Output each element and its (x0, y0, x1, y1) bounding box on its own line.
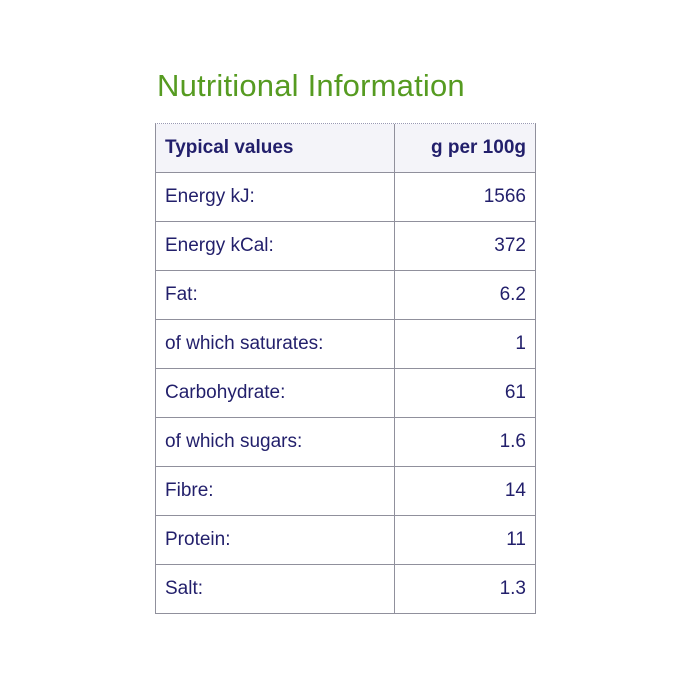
table-row: Salt: 1.3 (156, 565, 535, 613)
header-g-per-100g: g per 100g (430, 137, 526, 158)
table-row: Carbohydrate: 61 (156, 369, 535, 418)
page-title: Nutritional Information (157, 68, 465, 103)
row-value: 14 (504, 480, 526, 501)
row-value: 1 (515, 333, 526, 354)
row-value: 1.3 (499, 578, 526, 599)
table-row: Fibre: 14 (156, 467, 535, 516)
row-label: Energy kCal: (156, 222, 395, 270)
row-label: of which sugars: (156, 418, 395, 466)
row-label: Fibre: (156, 467, 395, 515)
row-value: 11 (506, 529, 526, 550)
table-row: Energy kCal: 372 (156, 222, 535, 271)
table-header-row: Typical values g per 100g (156, 124, 535, 173)
table-row: of which saturates: 1 (156, 320, 535, 369)
row-value: 372 (494, 235, 526, 256)
row-label: Carbohydrate: (156, 369, 395, 417)
nutrition-table: Typical values g per 100g Energy kJ: 156… (155, 123, 536, 614)
table-row: Protein: 11 (156, 516, 535, 565)
row-label: Energy kJ: (156, 173, 395, 221)
row-label: Salt: (156, 565, 395, 613)
table-row: of which sugars: 1.6 (156, 418, 535, 467)
row-label: of which saturates: (156, 320, 395, 368)
header-typical-values: Typical values (156, 124, 395, 172)
row-value: 1566 (483, 186, 526, 207)
table-row: Energy kJ: 1566 (156, 173, 535, 222)
row-value: 6.2 (499, 284, 526, 305)
row-value: 61 (504, 382, 526, 403)
row-value: 1.6 (499, 431, 526, 452)
row-label: Protein: (156, 516, 395, 564)
table-row: Fat: 6.2 (156, 271, 535, 320)
row-label: Fat: (156, 271, 395, 319)
